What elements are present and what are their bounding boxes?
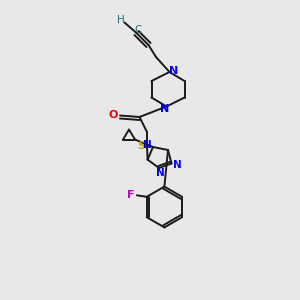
Text: S: S [138, 141, 146, 152]
Text: C: C [134, 25, 142, 35]
Text: N: N [173, 160, 182, 170]
Text: F: F [127, 190, 135, 200]
Text: H: H [117, 15, 125, 25]
Text: N: N [169, 65, 178, 76]
Text: N: N [156, 168, 165, 178]
Text: N: N [142, 140, 152, 151]
Text: N: N [160, 104, 169, 114]
Text: O: O [109, 110, 118, 120]
